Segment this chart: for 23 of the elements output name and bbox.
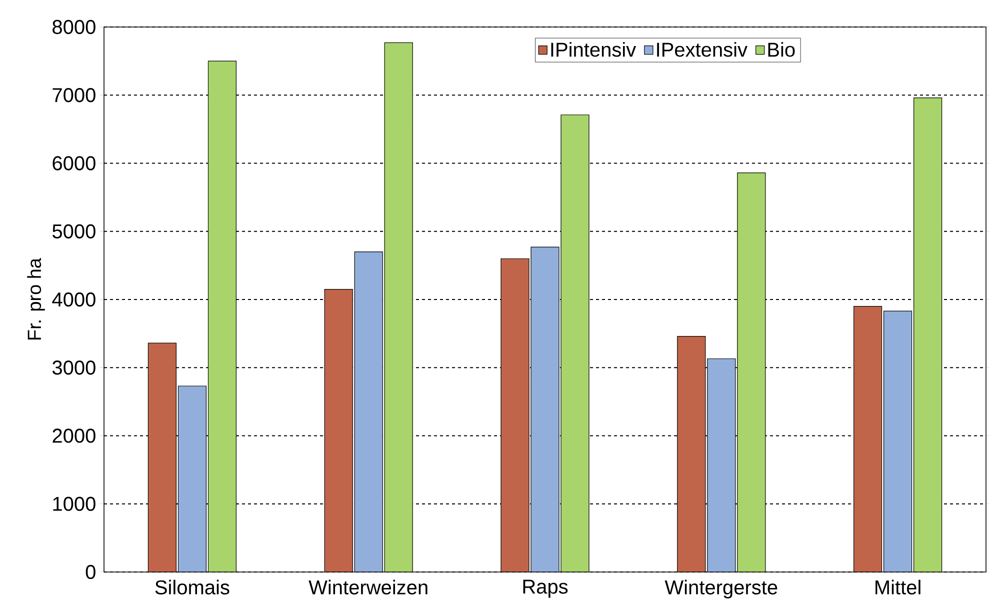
bar bbox=[707, 358, 736, 572]
y-tick-label: 2000 bbox=[52, 428, 96, 443]
legend-label: Bio bbox=[768, 42, 795, 57]
bar bbox=[178, 386, 207, 572]
y-axis-title: Fr. pro ha bbox=[27, 258, 45, 340]
bar bbox=[354, 252, 383, 572]
x-tick-label: Raps bbox=[523, 580, 568, 598]
x-tick-label: Winterweizen bbox=[308, 580, 428, 594]
x-tick-label: Wintergerste bbox=[664, 580, 778, 598]
legend-label: IPextensiv bbox=[657, 42, 748, 57]
y-tick-label: 5000 bbox=[52, 224, 96, 238]
y-tick-label: 8000 bbox=[52, 20, 96, 34]
x-tick-label: Silomais bbox=[155, 580, 230, 594]
y-tick-label: 1000 bbox=[53, 496, 96, 511]
x-tick-label: Mittel bbox=[876, 580, 920, 594]
legend-label: IPintensiv bbox=[551, 42, 636, 57]
bar bbox=[883, 310, 912, 572]
y-tick-label: 3000 bbox=[52, 360, 96, 375]
y-tick-label: 0 bbox=[86, 564, 96, 580]
bar bbox=[530, 246, 560, 572]
y-tick-label: 7000 bbox=[52, 88, 96, 102]
y-tick-label: 6000 bbox=[52, 156, 96, 170]
y-tick-label: 4000 bbox=[52, 292, 96, 307]
